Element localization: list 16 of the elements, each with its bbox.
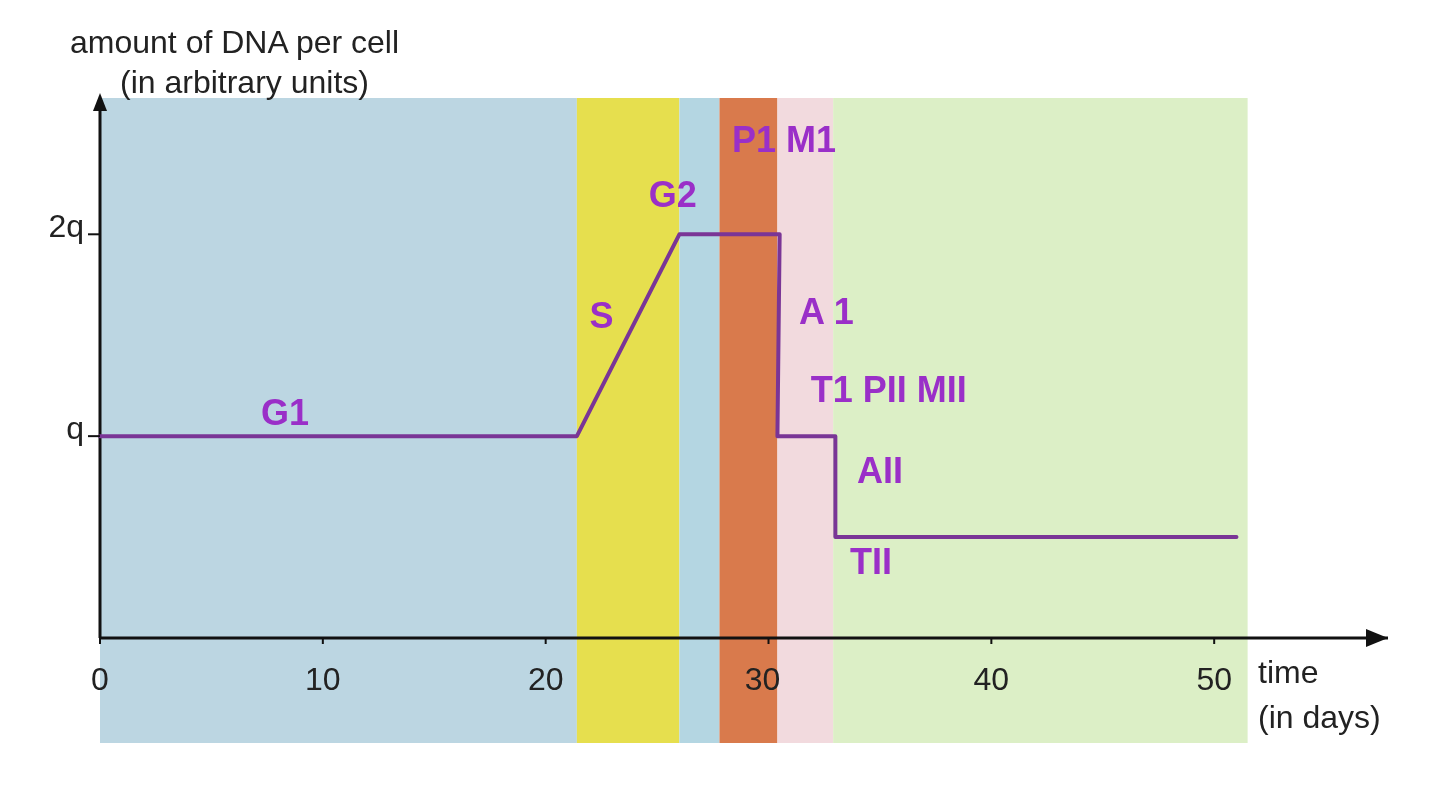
x-axis-title: time (in days) [1258, 654, 1381, 735]
annotation: S [589, 294, 614, 336]
x-tick-label: 50 [1196, 661, 1232, 697]
x-tick-label: 40 [973, 661, 1010, 697]
annotation: G1 [260, 391, 309, 433]
x-tick-label: 10 [305, 661, 341, 697]
x-tick-label: 0 [91, 661, 109, 697]
x-tick-label: 20 [527, 661, 564, 697]
text: P1 M1 [732, 119, 837, 161]
text: q [66, 410, 84, 447]
y-axis-title: amount of DNA per cell (in arbitrary units) [70, 24, 400, 100]
annotation: TII [850, 540, 893, 582]
annotation: T1 PII MII [810, 369, 967, 411]
annotation: AII [856, 450, 903, 492]
text: 2q [48, 208, 84, 245]
annotation: A 1 [799, 290, 854, 332]
